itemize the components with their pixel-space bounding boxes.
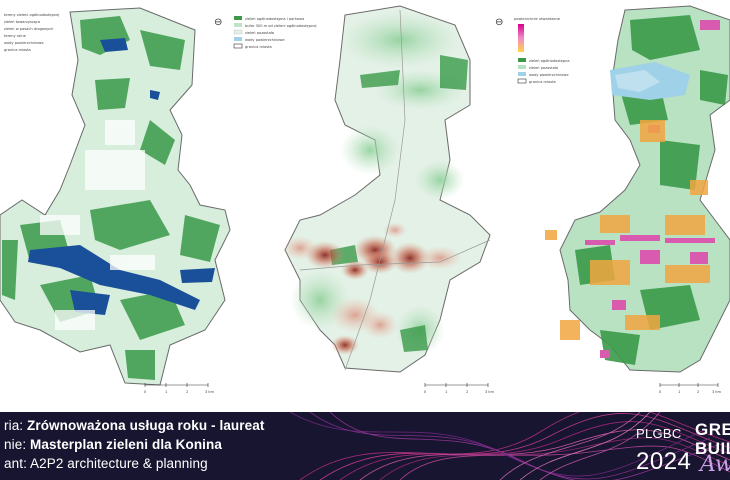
caption-project-prefix: nie: bbox=[4, 437, 31, 452]
scale-tick: 1 bbox=[445, 390, 447, 394]
award-year: 2024 bbox=[636, 448, 692, 475]
legend-item: granica miasta bbox=[4, 48, 31, 52]
caption-applicant-prefix: ant: bbox=[4, 456, 31, 471]
scale-tick: 2 bbox=[186, 390, 188, 394]
city-boundary-1 bbox=[0, 7, 231, 386]
legend-item: zieleń pozostała bbox=[529, 66, 558, 70]
urban-texture-1 bbox=[40, 120, 155, 330]
map-3: powierzchnie utwardzone zieleń ogólnodos… bbox=[514, 5, 730, 394]
caption-category-prefix: ria: bbox=[4, 418, 28, 433]
caption-applicant-value: A2P2 architecture & planning bbox=[30, 456, 208, 471]
urban-fabric-3 bbox=[545, 120, 710, 340]
legend-item: bufor 300 m od zieleni ogólnodostępnej bbox=[245, 24, 317, 28]
green-areas-2 bbox=[330, 55, 468, 352]
decorative-waves bbox=[289, 412, 730, 480]
scale-tick: 0 bbox=[659, 390, 662, 394]
scale-bar-1 bbox=[144, 383, 209, 387]
legend-3: powierzchnie utwardzone zieleń ogólnodos… bbox=[514, 17, 570, 84]
scale-tick: 0 bbox=[144, 390, 147, 394]
legend-2: zieleń ogólnodostępna i parkowa bufor 30… bbox=[233, 16, 317, 49]
map-2: ⊖ 0 1 2 3 km zieleń ogólnodostępna i par… bbox=[233, 5, 503, 394]
road-network-2 bbox=[299, 9, 491, 371]
scale-tick: 3 km bbox=[712, 390, 722, 394]
scale-tick: 1 bbox=[678, 390, 680, 394]
scale-tick: 0 bbox=[424, 390, 427, 394]
caption-category-value: Zrównoważona usługa roku - laureat bbox=[27, 418, 265, 433]
legend-item: wody powierzchniowe bbox=[245, 38, 285, 42]
caption-project: nie: Masterplan zieleni dla Konina bbox=[4, 437, 222, 452]
legend-1: tereny zieleni ogólnodostępnej zieleń to… bbox=[4, 13, 59, 52]
legend-item: granica miasta bbox=[529, 80, 556, 84]
north-arrow-2: ⊖ bbox=[495, 17, 503, 28]
scale-bar-2 bbox=[424, 383, 489, 387]
water-3 bbox=[610, 62, 690, 100]
hardscape-3 bbox=[585, 20, 720, 358]
award-org: PLGBC bbox=[636, 426, 682, 441]
maps-panel: ⊖ 0 1 2 3 km tereny zieleni ogólnodostęp… bbox=[0, 5, 730, 394]
award-script: Awa bbox=[700, 452, 730, 477]
legend-item: wody powierzchniowe bbox=[4, 41, 44, 45]
award-line-b: BUIL bbox=[695, 439, 730, 458]
legend-item: zieleń ogólnodostępna bbox=[529, 59, 570, 63]
scale-tick: 3 km bbox=[485, 390, 495, 394]
caption-band: ria: Zrównoważona usługa roku - laureat … bbox=[0, 412, 730, 480]
legend-item: tereny rolne bbox=[4, 34, 27, 38]
award-line-a: GREE bbox=[695, 420, 730, 439]
water-1 bbox=[28, 38, 215, 315]
legend-item: zieleń ogólnodostępna i parkowa bbox=[245, 17, 304, 21]
legend-item: granica miasta bbox=[245, 45, 272, 49]
scale-tick: 2 bbox=[466, 390, 468, 394]
scale-tick: 2 bbox=[697, 390, 699, 394]
legend-item: zieleń towarzysząca bbox=[4, 20, 40, 24]
scale-tick: 1 bbox=[165, 390, 167, 394]
legend-item: powierzchnie utwardzone bbox=[514, 17, 561, 21]
caption-project-value: Masterplan zieleni dla Konina bbox=[30, 437, 222, 452]
legend-item: wody powierzchniowe bbox=[529, 73, 569, 77]
legend-item: zieleń w pasach drogowych bbox=[4, 27, 53, 31]
legend-item: zieleń pozostała bbox=[245, 31, 274, 35]
legend-item: tereny zieleni ogólnodostępnej bbox=[4, 13, 59, 17]
caption-category: ria: Zrównoważona usługa roku - laureat bbox=[4, 418, 264, 433]
scale-bar-3 bbox=[659, 383, 719, 387]
scale-tick: 3 km bbox=[205, 390, 215, 394]
north-arrow-1: ⊖ bbox=[214, 17, 222, 28]
caption-applicant: ant: A2P2 architecture & planning bbox=[4, 456, 208, 471]
map-1: ⊖ 0 1 2 3 km tereny zieleni ogólnodostęp… bbox=[0, 7, 231, 394]
